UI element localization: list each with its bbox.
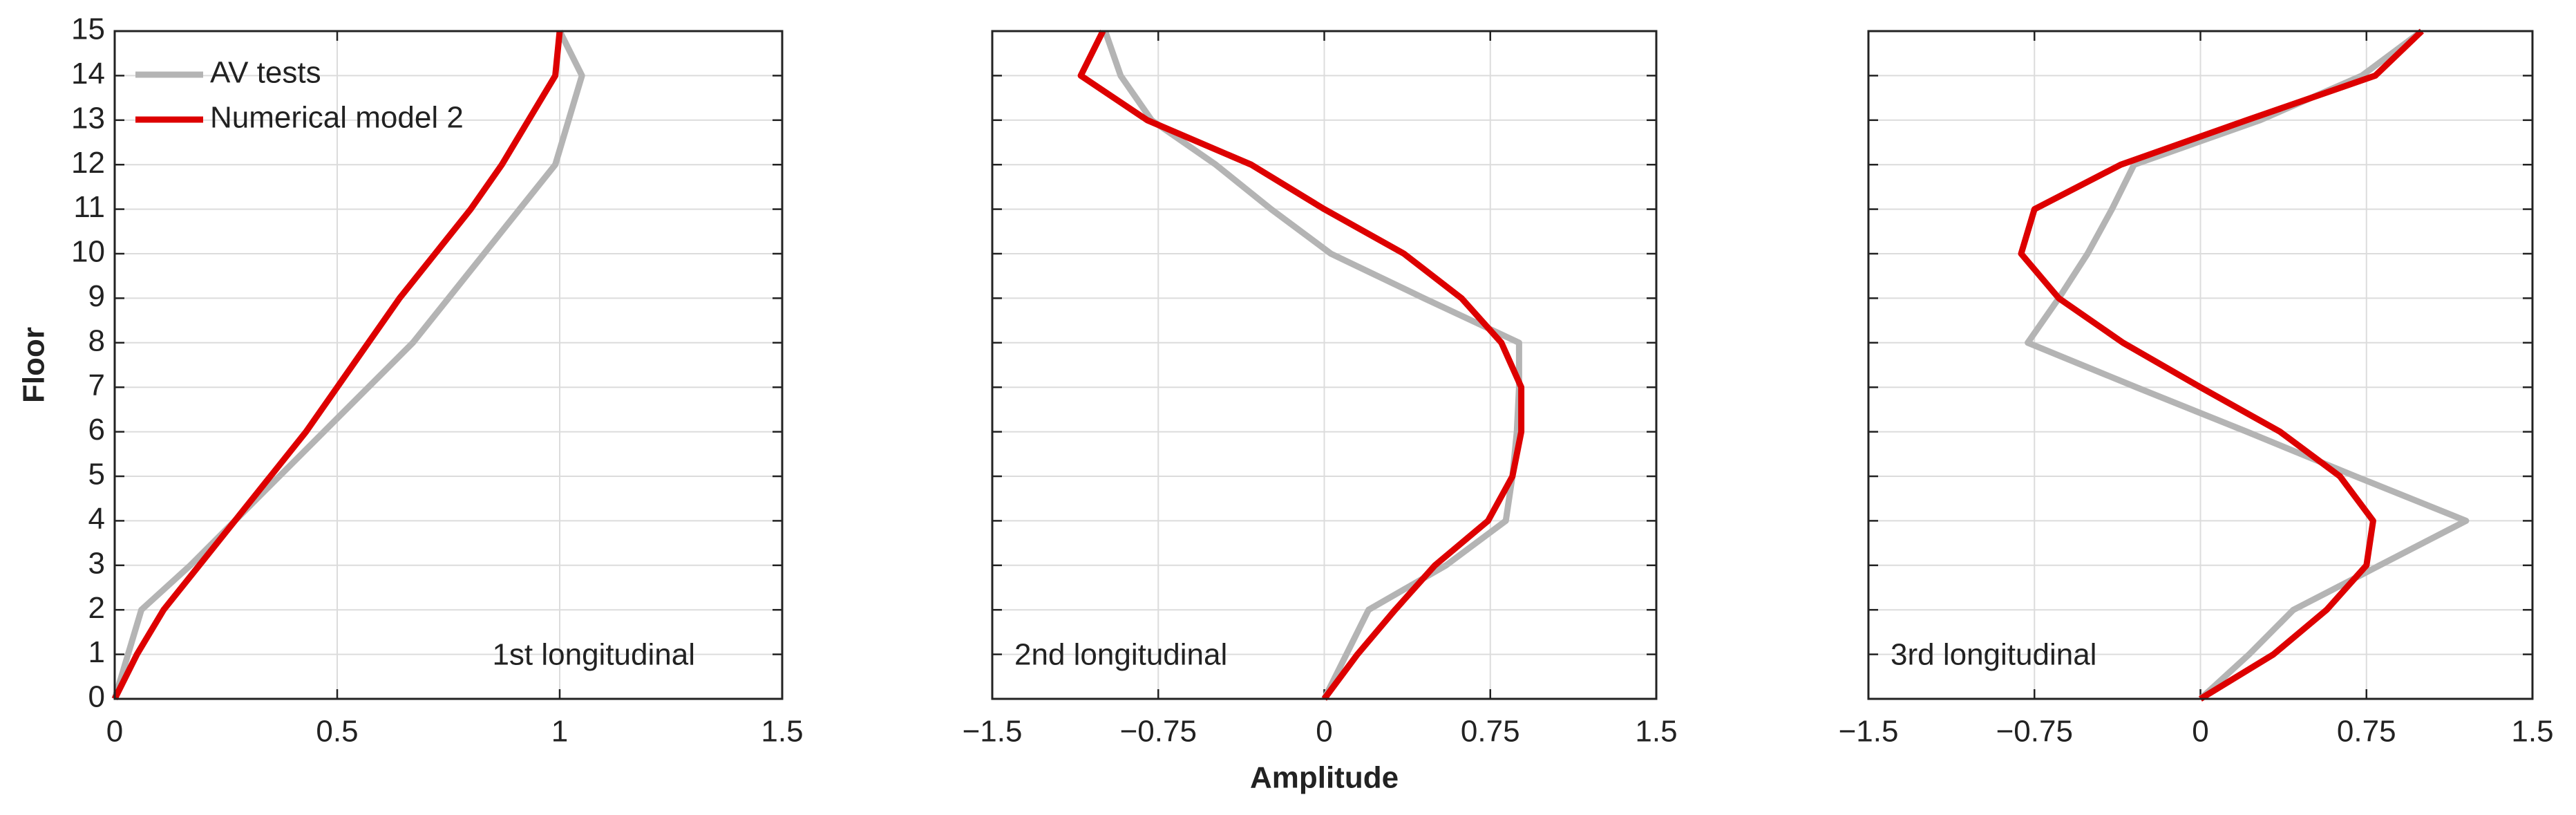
y-tick-label: 15: [71, 12, 105, 46]
x-tick-label: −1.5: [963, 715, 1023, 749]
x-tick-label: 0.75: [1461, 715, 1520, 749]
x-tick-label: 0.75: [2337, 715, 2396, 749]
x-tick-label: 1.5: [1635, 715, 1677, 749]
y-tick-label: 2: [88, 591, 105, 625]
y-tick-label: 8: [88, 324, 105, 357]
y-tick-label: 12: [71, 146, 105, 180]
y-tick-label: 1: [88, 635, 105, 669]
axes-box: [991, 30, 1658, 700]
subplot: −1.5 −0.75 0 0.75 1.5 2nd longitudinal Amplitu…: [963, 29, 1678, 795]
data-line: [1102, 30, 1522, 701]
y-tick-label: 9: [88, 279, 105, 313]
data-line: [111, 29, 585, 700]
x-tick-label: 1.5: [761, 715, 803, 749]
y-tick-label: 13: [71, 101, 105, 135]
data-line: [2018, 28, 2424, 702]
x-tick-label: −0.75: [1120, 715, 1197, 749]
x-tick-label: 1.5: [2511, 715, 2553, 749]
subplot: −1.5 −0.75 0 0.75 1.5 3rd longitudinal: [1839, 28, 2554, 749]
axes-box: [1867, 30, 2534, 700]
annotation: 1st longitudinal: [492, 638, 695, 672]
y-tick-label: 5: [88, 458, 105, 491]
x-tick-label: 0: [1316, 715, 1332, 749]
x-tick-label: −1.5: [1839, 715, 1899, 749]
x-tick-label: 0: [106, 715, 123, 749]
x-tick-label: 1: [551, 715, 568, 749]
y-tick-label: 14: [71, 57, 105, 91]
annotation: 3rd longitudinal: [1891, 638, 2096, 672]
data-line: [111, 30, 563, 701]
x-tick-label: −0.75: [1996, 715, 2073, 749]
legend-label: Numerical model 2: [210, 101, 464, 135]
y-tick-label: 7: [88, 368, 105, 402]
annotation: 2nd longitudinal: [1014, 638, 1227, 672]
x-tick-label: 0.5: [316, 715, 358, 749]
y-tick-label: 6: [88, 413, 105, 447]
y-tick-label: 3: [88, 546, 105, 580]
y-tick-label: 4: [88, 502, 105, 536]
y-tick-label: 11: [73, 190, 105, 224]
axes-box: [113, 30, 784, 700]
legend-label: AV tests: [210, 56, 321, 90]
data-line: [2025, 28, 2470, 702]
x-axis-label: Amplitude: [1250, 761, 1399, 795]
y-axis-label: Floor: [17, 327, 51, 403]
x-tick-label: 0: [2192, 715, 2208, 749]
data-line: [1077, 29, 1525, 701]
y-tick-label: 0: [88, 680, 105, 714]
y-tick-label: 10: [71, 235, 105, 269]
